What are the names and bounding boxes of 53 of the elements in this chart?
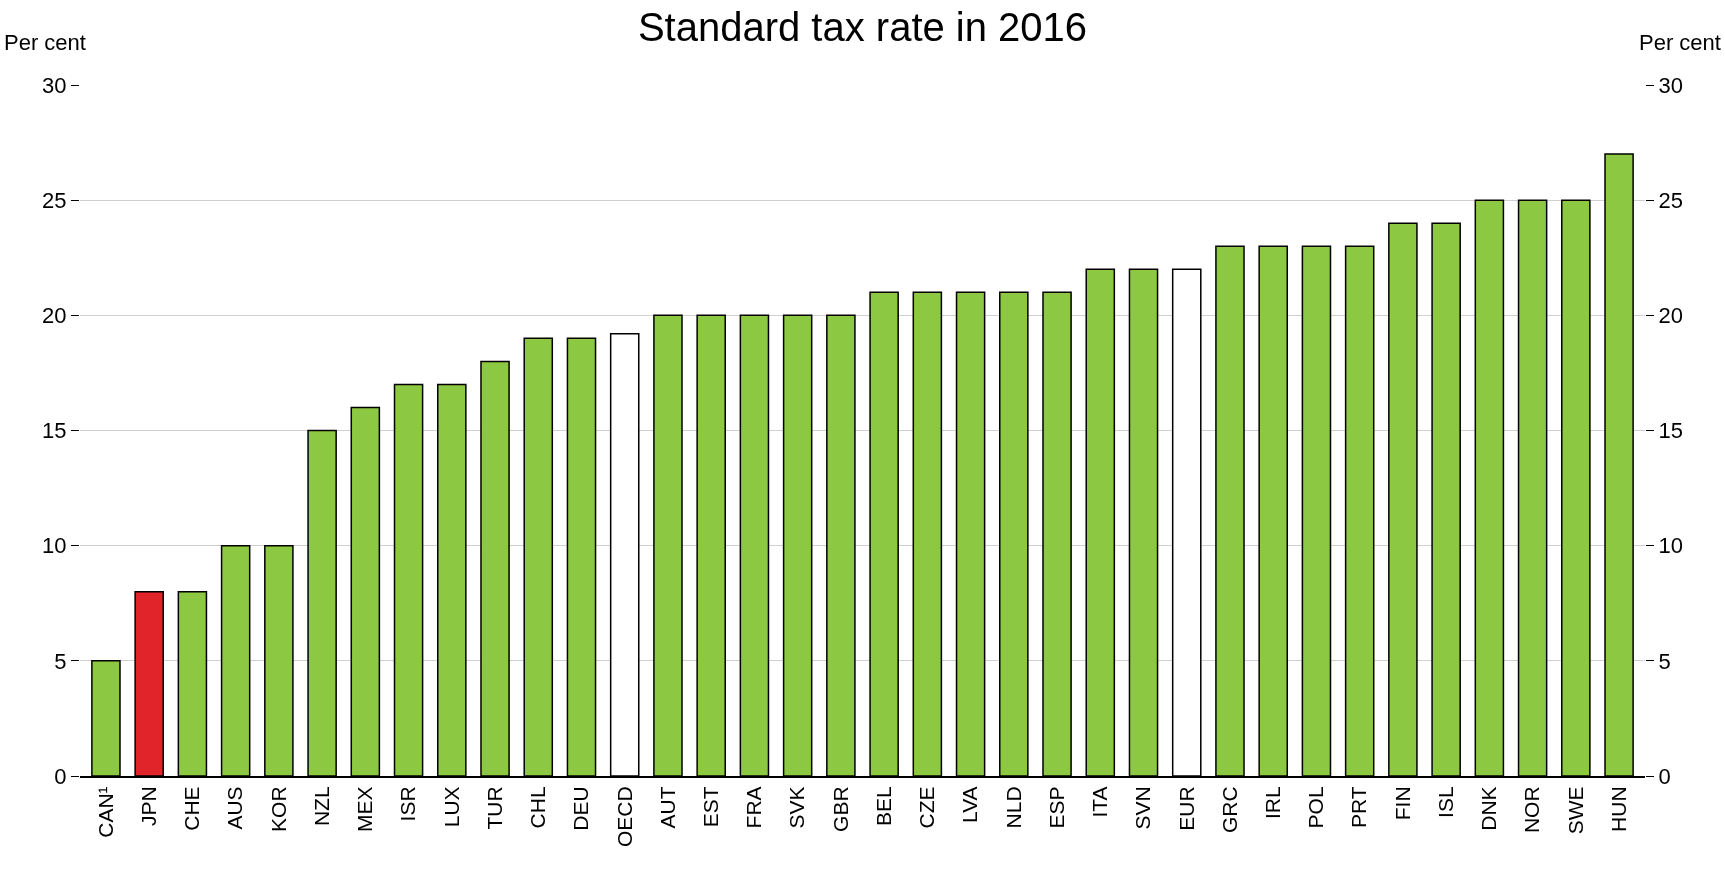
y2-tick-label: 20 [1658, 303, 1683, 329]
y-tick-label: 0 [54, 763, 67, 789]
y-tick-label: 15 [42, 418, 67, 444]
x-tick-label: JPN [136, 786, 160, 827]
x-tick-label: SVN [1131, 786, 1155, 830]
x-tick-label: NOR [1520, 786, 1544, 834]
x-tick-label: IRL [1261, 786, 1285, 820]
x-tick-label: FRA [742, 786, 766, 829]
y-tick-label: 20 [42, 303, 67, 329]
x-tick-label: NZL [309, 786, 333, 827]
x-tick-label: SWE [1563, 786, 1587, 835]
x-tick-label: CHE [180, 786, 204, 831]
y2-tick-label: 25 [1658, 187, 1683, 213]
x-tick-label: OECD [612, 786, 636, 848]
x-tick-label: ISL [1433, 786, 1457, 818]
y2-tick-label: 15 [1658, 418, 1683, 444]
y-tick-label: 5 [54, 648, 67, 674]
x-tick-label: ISR [396, 786, 420, 822]
x-tick-label: ESP [1044, 786, 1068, 829]
x-tick-label: PRT [1347, 786, 1371, 829]
x-tick-label: GRC [1217, 786, 1241, 834]
x-tick-label: EUR [1174, 786, 1198, 831]
y2-tick-label: 10 [1658, 533, 1683, 559]
x-tick-label: SVK [785, 786, 809, 829]
x-tick-label: TUR [482, 786, 506, 830]
chart-title: Standard tax rate in 2016 [637, 5, 1088, 50]
x-tick-label: DNK [1477, 786, 1501, 831]
y-axis-title: Per cent [4, 30, 86, 55]
x-tick-label: LVA [958, 786, 982, 823]
x-tick-label: POL [1304, 786, 1328, 829]
x-tick-label: KOR [266, 786, 290, 832]
y2-tick-label: 5 [1658, 648, 1671, 674]
y-tick-label: 10 [42, 533, 67, 559]
x-tick-label: CHL [526, 786, 550, 829]
x-tick-label: AUT [655, 786, 679, 829]
x-tick-label: BEL [871, 786, 895, 827]
y2-axis-title: Per cent [1639, 30, 1721, 55]
y2-tick-label: 30 [1658, 72, 1683, 98]
x-tick-label: MEX [353, 786, 377, 832]
x-tick-label: NLD [1001, 786, 1025, 829]
x-tick-label: CZE [915, 786, 939, 829]
x-tick-label: DEU [569, 786, 593, 831]
y2-tick-label: 0 [1658, 763, 1671, 789]
x-tick-label: HUN [1606, 786, 1630, 832]
x-tick-label: FIN [1390, 786, 1414, 821]
y-tick-label: 30 [42, 72, 67, 98]
x-tick-label: LUX [439, 786, 463, 828]
x-tick-label: EST [699, 786, 723, 828]
x-tick-label: ITA [1088, 786, 1112, 818]
x-tick-label: AUS [223, 786, 247, 830]
x-tick-label: GBR [828, 786, 852, 832]
x-tick-label: CAN¹ [93, 786, 117, 838]
y-tick-label: 25 [42, 187, 67, 213]
